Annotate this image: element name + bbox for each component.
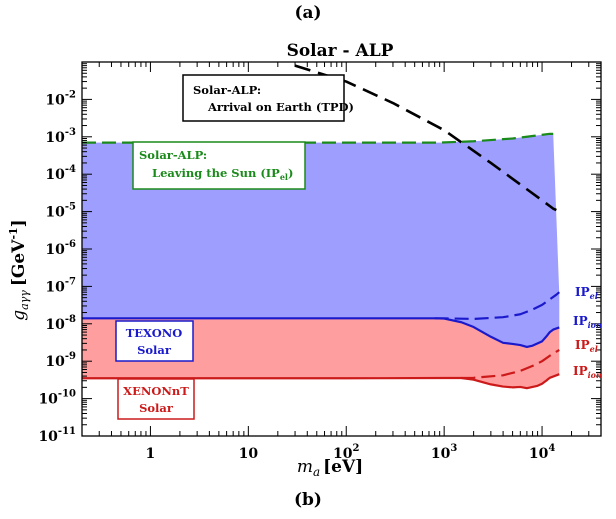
xenon-ipion-curve bbox=[82, 373, 560, 390]
texono-annotation-line1: TEXONO bbox=[126, 326, 183, 340]
arrival-earth-curve bbox=[294, 64, 557, 212]
x-axis-label: ma [eV] bbox=[297, 457, 363, 479]
y-tick-label: 10-3 bbox=[45, 127, 76, 146]
y-tick-label: 10-9 bbox=[45, 351, 76, 370]
y-tick-label: 10-2 bbox=[45, 89, 76, 108]
x-tick-label: 10 bbox=[239, 446, 259, 462]
y-tick-label: 10-4 bbox=[45, 164, 76, 183]
y-tick-label: 10-8 bbox=[45, 314, 76, 333]
ip-labels: IPel IPion IPel IPion bbox=[573, 285, 602, 380]
xenon-ipion-label: IPion bbox=[573, 364, 602, 380]
y-tick-label: 10-6 bbox=[45, 239, 76, 258]
axis-ticks bbox=[81, 62, 602, 437]
xenon-annotation: XENONnT Solar bbox=[117, 378, 195, 420]
x-tick-label: 102 bbox=[333, 443, 359, 462]
y-tick-label: 10-11 bbox=[38, 426, 76, 445]
x-tick-label: 1 bbox=[146, 446, 156, 462]
x-tick-label: 103 bbox=[431, 443, 457, 462]
x-tick-label: 104 bbox=[529, 443, 555, 462]
texono-ipel-label: IPel bbox=[575, 285, 598, 301]
chart-title: Solar - ALP bbox=[287, 41, 394, 61]
xenon-ipel-label: IPel bbox=[575, 338, 598, 354]
tpd-annotation: Solar-ALP: Arrival on Earth (TPD) bbox=[182, 74, 354, 122]
tpd-annotation-line2: Arrival on Earth (TPD) bbox=[207, 100, 354, 114]
y-tick-label: 10-5 bbox=[45, 202, 76, 221]
figure-label-a: (a) bbox=[294, 3, 321, 23]
xenon-annotation-line2: Solar bbox=[139, 401, 174, 415]
xenon-annotation-line1: XENONnT bbox=[123, 384, 189, 398]
texono-annotation-line2: Solar bbox=[137, 343, 172, 357]
xenon-ipel-curve bbox=[461, 348, 560, 380]
texono-ipel-curve bbox=[434, 291, 561, 321]
axis-tick-labels: 1 10 102 103 104 10-11 10-10 10-9 10-8 10-7 10-6 10… bbox=[38, 89, 555, 462]
leaving-sun-annotation: Solar-ALP: Leaving the Sun (IPel) bbox=[132, 141, 306, 190]
texono-region bbox=[82, 318, 560, 389]
y-tick-label: 10-10 bbox=[38, 389, 76, 408]
tpd-annotation-line1: Solar-ALP: bbox=[193, 83, 261, 97]
leaving-sun-annotation-line2: Leaving the Sun (IPel) bbox=[152, 166, 293, 182]
texono-annotation: TEXONO Solar bbox=[115, 320, 194, 362]
leaving-sun-annotation-line1: Solar-ALP: bbox=[139, 148, 207, 162]
texono-ipion-label: IPion bbox=[573, 314, 602, 330]
series-curves bbox=[82, 64, 561, 390]
y-tick-label: 10-7 bbox=[45, 276, 76, 295]
figure-label-b: (b) bbox=[294, 490, 322, 510]
y-axis-label: gaγγ[GeV-1] bbox=[7, 219, 31, 320]
